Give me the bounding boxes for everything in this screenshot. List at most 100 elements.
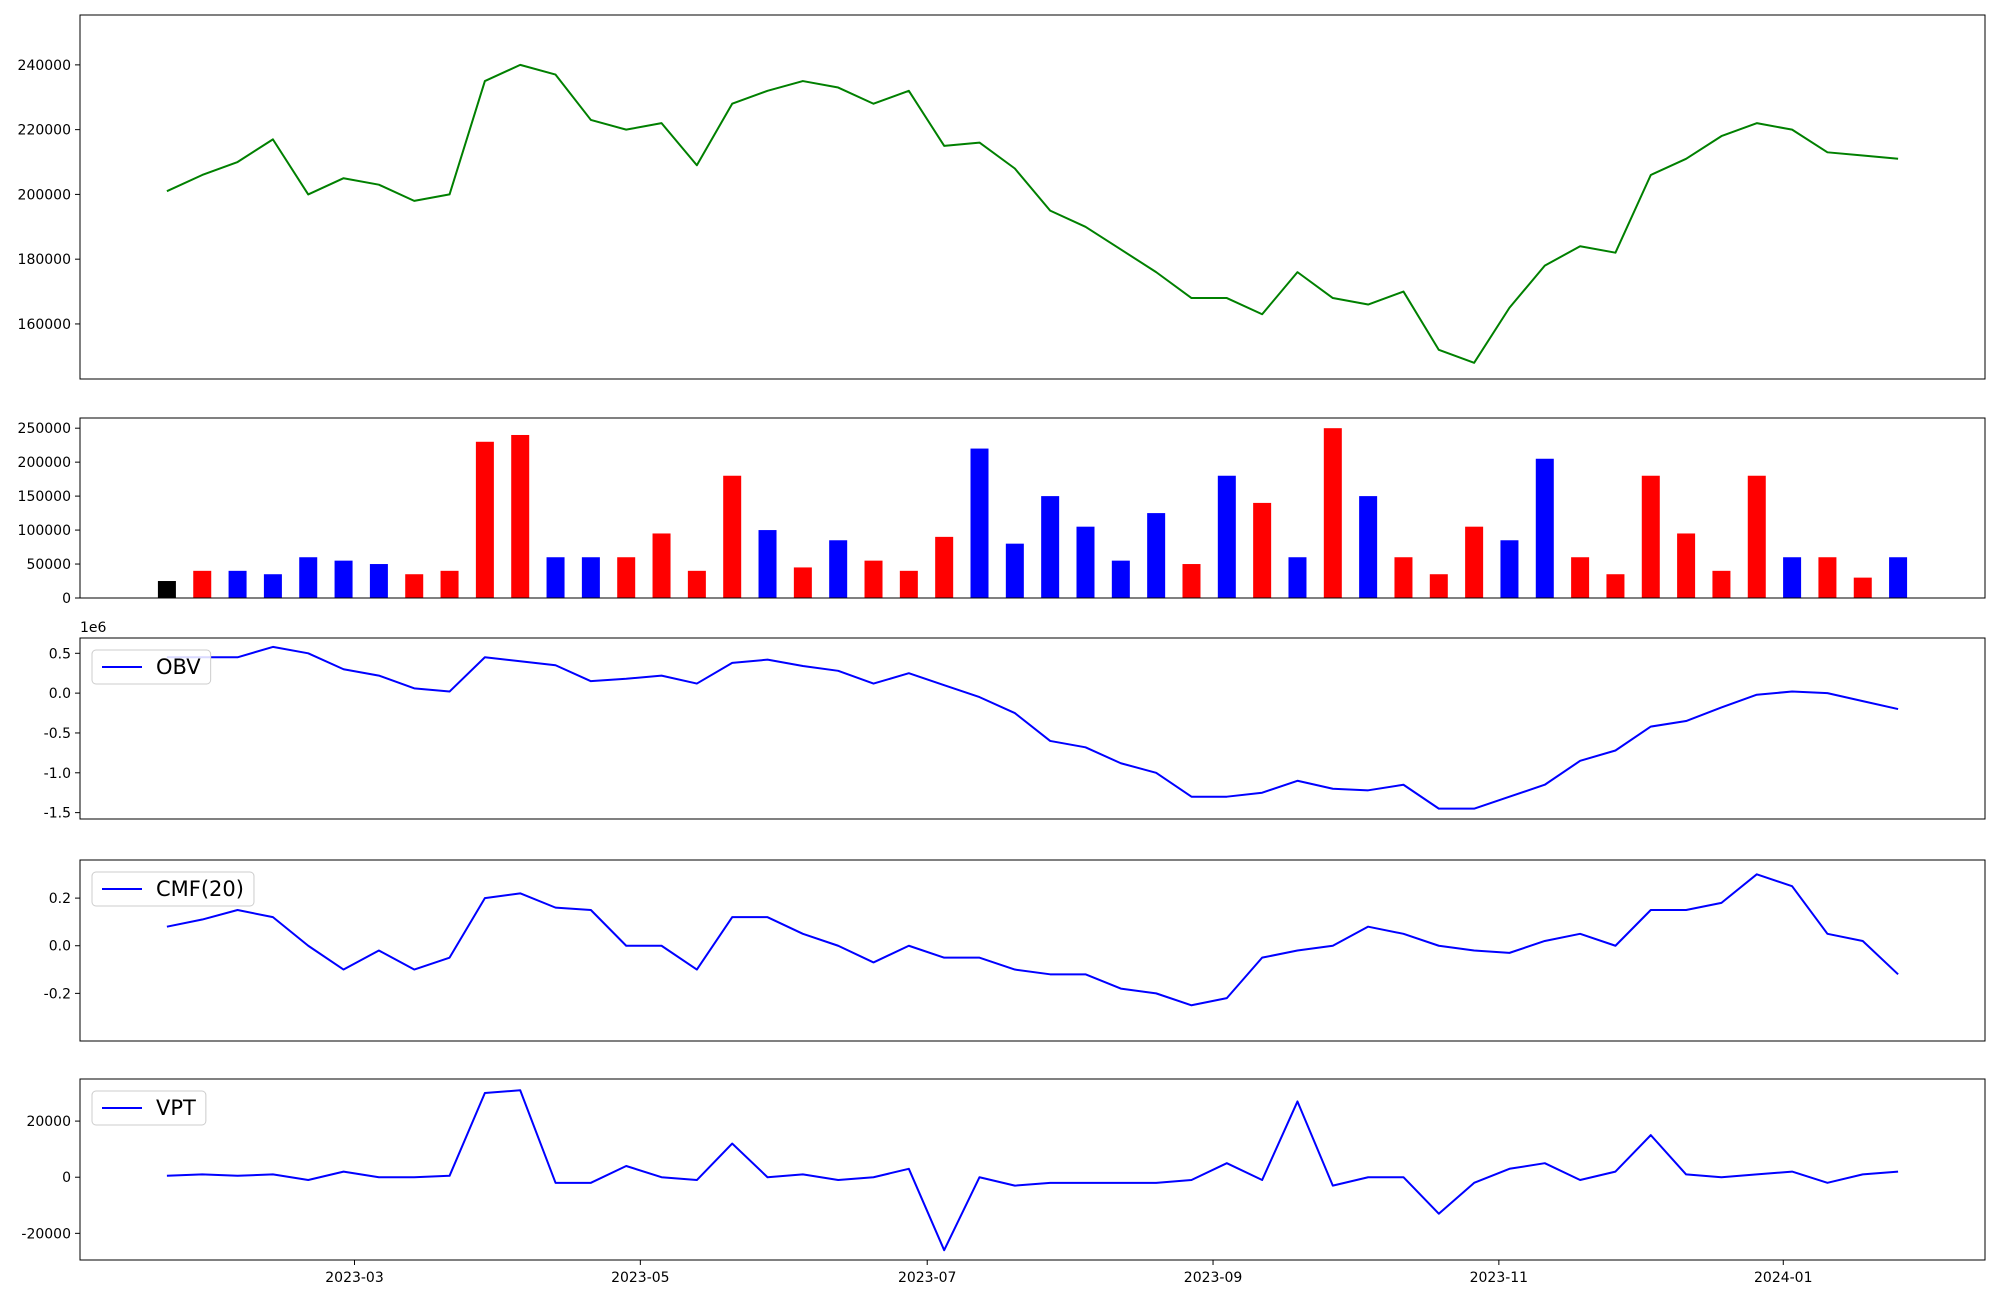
legend-label: OBV	[156, 655, 201, 679]
series-line	[166, 645, 1899, 810]
volume-bar	[1147, 513, 1166, 598]
volume-bar	[1041, 496, 1060, 598]
volume-bar	[1747, 475, 1766, 598]
volume-bar	[1359, 496, 1378, 598]
volume-bar	[1571, 557, 1590, 598]
y-tick-label: 160000	[18, 317, 71, 333]
volume-bar	[511, 434, 530, 598]
volume-bar	[758, 530, 777, 598]
volume-bar	[1182, 564, 1201, 598]
legend-label: VPT	[156, 1096, 196, 1120]
volume-bar	[1111, 560, 1130, 598]
legend-box	[91, 1090, 207, 1126]
legend-box	[91, 871, 255, 907]
volume-bar	[263, 574, 282, 598]
legend-label: CMF(20)	[156, 877, 244, 901]
x-tick-label: 2023-03	[325, 1270, 384, 1286]
series-line	[166, 873, 1899, 1007]
volume-bar	[1783, 557, 1802, 598]
volume-bar	[1641, 475, 1660, 598]
volume-bar	[228, 570, 247, 598]
y-tick-label: -0.2	[44, 986, 71, 1002]
volume-bar	[970, 448, 989, 598]
volume-bar	[475, 441, 494, 598]
series-line	[166, 1089, 1899, 1252]
panel: 0 50000 100000 150000 200000 250000	[18, 417, 1986, 607]
volume-bar	[157, 581, 176, 598]
volume-bar	[1853, 577, 1872, 598]
x-tick-label: 2023-05	[611, 1270, 670, 1286]
axes-frame	[79, 859, 1986, 1042]
volume-bar	[935, 536, 954, 598]
y-tick-label: 50000	[26, 557, 71, 573]
y-tick-label: 220000	[18, 123, 71, 139]
y-tick-label: 0	[62, 591, 71, 607]
volume-bar	[193, 570, 212, 598]
x-tick-label: 2024-01	[1754, 1270, 1813, 1286]
y-tick-label: 0	[62, 1170, 71, 1186]
volume-bar	[581, 557, 600, 598]
volume-bar	[899, 570, 918, 598]
volume-bar	[793, 567, 812, 598]
volume-bar	[1500, 540, 1519, 598]
panel: -1.5 -1.0 -0.5 0.0 0.5 1e6 OBV	[44, 620, 1986, 822]
volume-bar	[652, 533, 671, 598]
y-tick-label: 250000	[18, 421, 71, 437]
volume-bar	[617, 557, 636, 598]
axes-frame	[79, 1078, 1986, 1261]
y-tick-label: 0.0	[49, 939, 71, 955]
volume-bar	[1535, 458, 1554, 598]
volume-bar	[829, 540, 848, 598]
volume-bar	[1712, 570, 1731, 598]
panel: -0.2 0.0 0.2 CMF(20)	[44, 859, 1986, 1042]
volume-bar	[299, 557, 318, 598]
volume-bar	[369, 564, 388, 598]
x-tick-label: 2023-11	[1470, 1270, 1529, 1286]
y-tick-label: 180000	[18, 252, 71, 268]
volume-bar	[687, 570, 706, 598]
x-tick-label: 2023-07	[898, 1270, 957, 1286]
volume-bar	[1253, 502, 1272, 598]
volume-bar	[864, 560, 883, 598]
volume-bar	[334, 560, 353, 598]
y-tick-label: 200000	[18, 455, 71, 471]
y-tick-label: -1.5	[44, 806, 71, 822]
y-tick-label: 200000	[18, 187, 71, 203]
volume-bar	[440, 570, 459, 598]
y-tick-label: 0.0	[49, 686, 71, 702]
y-offset-label: 1e6	[80, 620, 107, 636]
volume-bar	[1818, 557, 1837, 598]
panel: -20000 0 20000 2023-03 2023-05 2023-07 2023-09…	[21, 1078, 1986, 1286]
y-tick-label: 150000	[18, 489, 71, 505]
volume-bar	[1465, 526, 1484, 598]
axes-frame	[79, 14, 1986, 380]
volume-bar	[1394, 557, 1413, 598]
y-tick-label: -1.0	[44, 766, 71, 782]
y-tick-label: -0.5	[44, 726, 71, 742]
volume-bar	[1429, 574, 1448, 598]
y-tick-label: 0.5	[49, 646, 71, 662]
volume-bar	[1677, 533, 1696, 598]
volume-bar	[1889, 557, 1908, 598]
axes-frame	[79, 417, 1986, 599]
panel: 160000 180000 200000 220000 240000	[18, 14, 1986, 380]
volume-bar	[1076, 526, 1095, 598]
axes-frame	[79, 637, 1986, 820]
volume-bar	[1323, 428, 1342, 598]
volume-bar	[1288, 557, 1307, 598]
volume-bar	[1005, 543, 1024, 598]
volume-bar	[546, 557, 565, 598]
volume-bar	[405, 574, 424, 598]
y-tick-label: 100000	[18, 523, 71, 539]
y-tick-label: 240000	[18, 58, 71, 74]
volume-bar	[1606, 574, 1625, 598]
y-tick-label: -20000	[21, 1226, 71, 1242]
volume-bar	[723, 475, 742, 598]
y-tick-label: 0.2	[49, 891, 71, 907]
legend-box	[91, 649, 212, 685]
y-tick-label: 20000	[26, 1114, 71, 1130]
x-tick-label: 2023-09	[1184, 1270, 1243, 1286]
